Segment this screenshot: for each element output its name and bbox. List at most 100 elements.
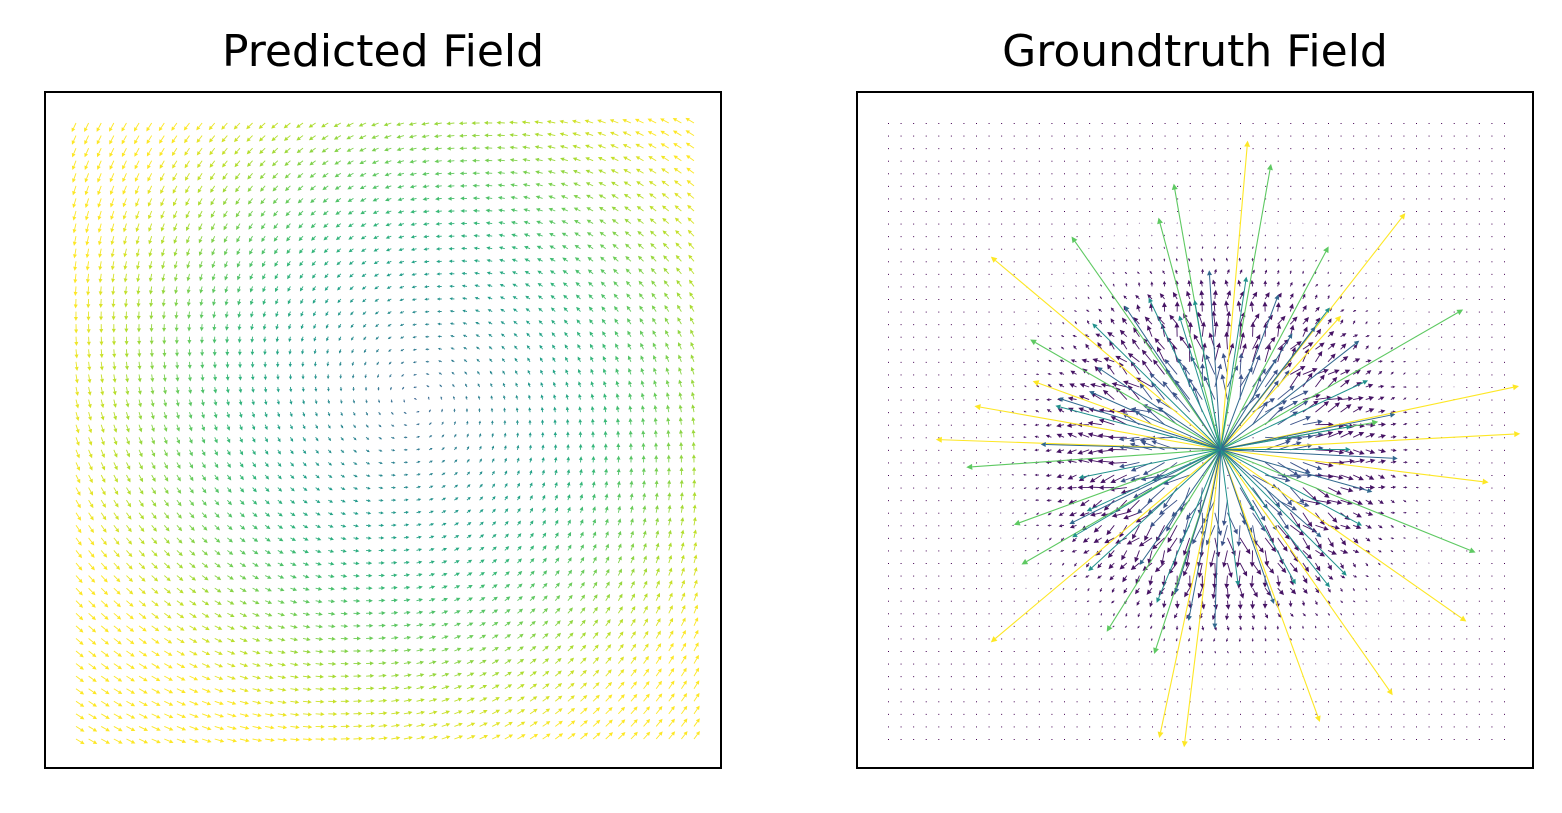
vector-arrow — [1289, 270, 1292, 274]
vector-arrow — [663, 267, 670, 275]
vector-arrow — [1290, 462, 1311, 473]
vector-arrow — [1149, 613, 1153, 618]
vector-arrow — [399, 285, 405, 289]
vector-arrow — [471, 146, 480, 151]
vector-dot — [1428, 173, 1430, 175]
vector-dot — [913, 537, 915, 539]
vector-arrow — [264, 499, 270, 505]
vector-arrow — [517, 495, 521, 501]
vector-arrow — [75, 386, 80, 397]
vector-arrow — [400, 336, 405, 339]
vector-arrow — [384, 172, 392, 177]
vector-arrow — [651, 305, 657, 312]
vector-arrow — [466, 597, 473, 602]
vector-dot — [1076, 739, 1078, 740]
vector-dot — [1403, 613, 1405, 615]
vector-arrow — [617, 656, 624, 664]
vector-arrow — [643, 681, 650, 689]
vector-arrow — [101, 738, 110, 744]
vector-arrow — [516, 444, 520, 450]
vector-arrow — [686, 180, 695, 187]
vector-dot — [925, 148, 927, 150]
vector-dot — [1365, 651, 1367, 652]
vector-arrow — [151, 537, 158, 545]
vector-arrow — [1151, 258, 1153, 262]
vector-dot — [1466, 449, 1468, 451]
vector-arrow — [504, 659, 512, 664]
vector-dot — [1428, 324, 1430, 326]
vector-dot — [1202, 160, 1204, 162]
vector-dot — [1315, 713, 1317, 715]
vector-dot — [1139, 123, 1141, 124]
vector-dot — [1378, 701, 1380, 703]
vector-dot — [1504, 311, 1505, 313]
vector-dot — [950, 198, 952, 200]
vector-arrow — [391, 573, 398, 578]
vector-dot — [1126, 701, 1128, 703]
vector-dot — [1328, 713, 1329, 715]
vector-arrow — [75, 562, 83, 571]
vector-dot — [888, 123, 889, 124]
vector-arrow — [428, 535, 435, 539]
vector-arrow — [1113, 235, 1115, 237]
vector-dot — [1089, 663, 1091, 665]
vector-arrow — [75, 688, 85, 695]
vector-arrow — [214, 562, 221, 568]
vector-arrow — [1315, 350, 1323, 363]
vector-arrow — [252, 675, 262, 680]
vector-arrow — [73, 298, 78, 309]
vector-arrow — [554, 632, 562, 639]
vector-arrow — [616, 418, 620, 425]
vector-arrow — [661, 193, 670, 199]
vector-arrow — [1095, 550, 1102, 556]
vector-arrow — [668, 580, 673, 589]
vector-arrow — [1340, 284, 1343, 287]
vector-arrow — [378, 523, 385, 527]
vector-arrow — [252, 487, 257, 493]
vector-dot — [988, 676, 990, 678]
vector-arrow — [301, 349, 305, 355]
vector-dot — [1365, 198, 1367, 200]
vector-dot — [888, 399, 889, 401]
vector-arrow — [479, 734, 489, 740]
vector-arrow — [122, 185, 127, 195]
vector-arrow — [1428, 537, 1431, 539]
vector-arrow — [590, 368, 594, 375]
vector-dot — [1227, 739, 1229, 740]
vector-arrow — [643, 693, 650, 702]
vector-dot — [976, 512, 977, 514]
vector-dot — [1227, 198, 1229, 200]
vector-arrow — [491, 709, 501, 715]
vector-arrow — [504, 684, 513, 690]
vector-arrow — [428, 409, 431, 413]
vector-arrow — [463, 347, 468, 350]
vector-arrow — [454, 647, 462, 652]
vector-arrow — [528, 419, 532, 425]
vector-arrow — [647, 131, 657, 136]
vector-dot — [1139, 135, 1141, 137]
vector-dot — [1353, 173, 1355, 175]
vector-arrow — [163, 474, 169, 482]
vector-dot — [1126, 198, 1128, 200]
vector-dot — [1328, 726, 1329, 728]
vector-arrow — [211, 273, 216, 281]
vector-arrow — [209, 147, 216, 156]
vector-arrow — [353, 736, 363, 741]
vector-dot — [1164, 726, 1166, 728]
vector-arrow — [264, 587, 272, 592]
vector-arrow — [1302, 259, 1305, 262]
vector-arrow — [1428, 487, 1431, 489]
vector-dot — [938, 688, 940, 690]
vector-arrow — [1162, 280, 1167, 287]
vector-arrow — [227, 713, 237, 718]
vector-arrow — [1075, 613, 1077, 615]
vector-arrow — [589, 318, 594, 325]
vector-arrow — [403, 535, 410, 540]
vector-arrow — [485, 196, 493, 201]
vector-arrow — [577, 344, 581, 350]
vector-dot — [1013, 236, 1015, 238]
vector-arrow — [258, 135, 266, 142]
vector-arrow — [87, 374, 92, 384]
vector-dot — [1378, 160, 1380, 162]
vector-arrow — [1428, 386, 1431, 388]
